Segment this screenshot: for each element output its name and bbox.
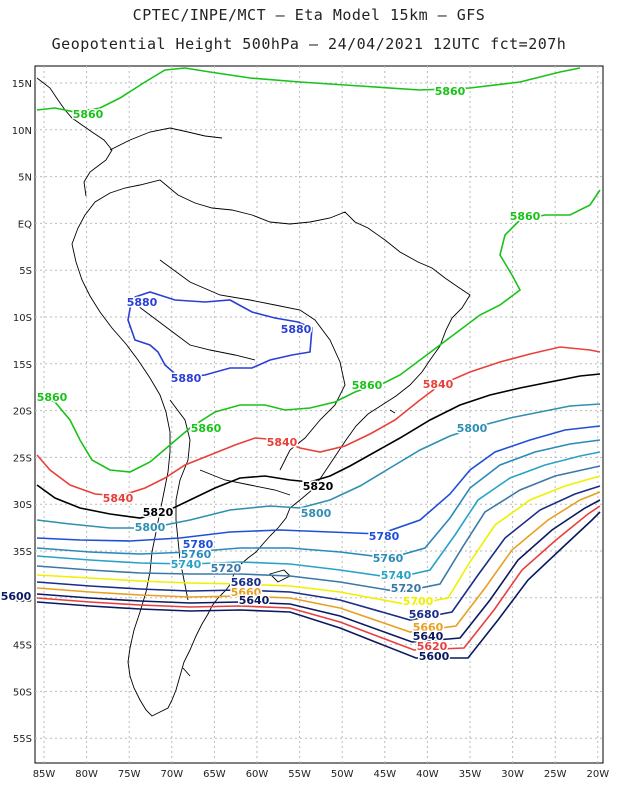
contour-label: 5600 bbox=[1, 590, 32, 603]
contour-label: 5620 bbox=[417, 640, 448, 653]
central-america-coast bbox=[36, 77, 113, 197]
contour-label: 5780 bbox=[369, 530, 400, 543]
contour-label: 5760 bbox=[181, 548, 212, 561]
caribbean-coast bbox=[109, 127, 223, 151]
peru-bolivia-border bbox=[129, 299, 256, 361]
contour-label: 5720 bbox=[211, 562, 242, 575]
contour-label: 5660 bbox=[413, 621, 444, 634]
lon-label: 45W bbox=[373, 769, 396, 780]
lon-label: 25W bbox=[544, 769, 567, 780]
lon-label: 80W bbox=[75, 769, 98, 780]
contour-label: 5600 bbox=[419, 650, 450, 663]
contour-label: 5780 bbox=[183, 538, 214, 551]
lon-label: 30W bbox=[501, 769, 524, 780]
contour-5800 bbox=[36, 403, 601, 529]
lat-label: EQ bbox=[18, 219, 32, 230]
contour-label: 5740 bbox=[171, 558, 202, 571]
contour-label: 5860 bbox=[73, 108, 104, 121]
contour-label: 5880 bbox=[171, 372, 202, 385]
lat-label: 5S bbox=[19, 266, 32, 277]
contour-label: 5640 bbox=[413, 630, 444, 643]
lon-label: 85W bbox=[33, 769, 56, 780]
contour-5720 bbox=[36, 465, 601, 593]
lon-label: 20W bbox=[586, 769, 609, 780]
lat-label: 5N bbox=[18, 173, 32, 184]
lon-label: 35W bbox=[459, 769, 482, 780]
lon-label: 65W bbox=[203, 769, 226, 780]
contour-5740 bbox=[36, 451, 601, 579]
contour-label: 5860 bbox=[510, 210, 541, 223]
lat-label: 10N bbox=[12, 126, 32, 137]
contour-5860-south bbox=[36, 384, 376, 473]
contour-label: 5820 bbox=[303, 480, 334, 493]
grid-lines bbox=[35, 66, 603, 763]
contour-5760 bbox=[36, 439, 601, 559]
brazil-inner-border bbox=[159, 259, 346, 471]
contour-label: 5800 bbox=[301, 507, 332, 520]
lon-label: 55W bbox=[288, 769, 311, 780]
south-america-coast bbox=[71, 179, 471, 717]
lat-label: 15S bbox=[13, 360, 32, 371]
lat-label: 25S bbox=[13, 453, 32, 464]
contour-label: 5880 bbox=[127, 296, 158, 309]
contour-label: 5680 bbox=[231, 576, 262, 589]
contours bbox=[36, 67, 601, 659]
lat-label: 10S bbox=[13, 313, 32, 324]
lat-label: 20S bbox=[13, 407, 32, 418]
andes-border bbox=[169, 399, 191, 601]
latitude-labels: 15N 10N 5N EQ 5S 10S 15S 20S 25S 30S 35S 40S 45S 50S 5… bbox=[12, 79, 32, 745]
lat-label: 15N bbox=[12, 79, 32, 90]
contour-label: 5720 bbox=[391, 582, 422, 595]
map-title-line2: Geopotential Height 500hPa – 24/04/2021 … bbox=[51, 35, 567, 53]
contour-5620 bbox=[36, 505, 601, 651]
contour-label: 5680 bbox=[409, 608, 440, 621]
contour-label: 5860 bbox=[435, 85, 466, 98]
contour-label-group: 5860 5860 5860 5880 5880 5880 5860 5860 5860 5840… bbox=[0, 84, 542, 665]
lat-label: 50S bbox=[13, 687, 32, 698]
lon-label: 50W bbox=[331, 769, 354, 780]
contour-5860-north bbox=[36, 67, 581, 113]
contour-label: 5760 bbox=[373, 552, 404, 565]
lat-label: 55S bbox=[13, 734, 32, 745]
lat-label: 45S bbox=[13, 641, 32, 652]
lon-label: 70W bbox=[160, 769, 183, 780]
contour-label: 5840 bbox=[423, 378, 454, 391]
lon-label: 40W bbox=[416, 769, 439, 780]
contour-5820 bbox=[36, 373, 601, 519]
argentina-border bbox=[199, 469, 291, 496]
contour-label: 5660 bbox=[231, 586, 262, 599]
longitude-labels: 85W 80W 75W 70W 65W 60W 55W 50W 45W 40W 35W 30W 25W 2… bbox=[33, 769, 610, 780]
contour-5640 bbox=[36, 499, 601, 643]
contour-label: 5860 bbox=[352, 379, 383, 392]
lon-label: 75W bbox=[118, 769, 141, 780]
contour-5840 bbox=[36, 346, 601, 497]
contour-label: 5840 bbox=[103, 492, 134, 505]
contour-5700 bbox=[36, 475, 601, 606]
contour-5680 bbox=[36, 485, 601, 621]
contour-label: 5860 bbox=[37, 391, 68, 404]
contour-label: 5860 bbox=[191, 422, 222, 435]
contour-label: 5700 bbox=[403, 595, 434, 608]
contour-label: 5820 bbox=[143, 506, 174, 519]
contour-5780 bbox=[36, 425, 601, 542]
contour-label: 5840 bbox=[267, 436, 298, 449]
lat-label: 35S bbox=[13, 547, 32, 558]
contour-5880-amazon bbox=[127, 291, 313, 379]
contour-5600 bbox=[36, 511, 601, 659]
contour-label: 5640 bbox=[239, 594, 270, 607]
contour-5860-east bbox=[359, 189, 601, 389]
contour-label: 5880 bbox=[281, 323, 312, 336]
map-title-line1: CPTEC/INPE/MCT – Eta Model 15km – GFS bbox=[132, 6, 486, 24]
contour-label: 5740 bbox=[381, 569, 412, 582]
map-frame bbox=[34, 65, 604, 764]
coastlines bbox=[36, 77, 471, 717]
contour-5660 bbox=[36, 491, 601, 633]
lat-label: 40S bbox=[13, 594, 32, 605]
contour-label: 5800 bbox=[457, 422, 488, 435]
lon-label: 60W bbox=[246, 769, 269, 780]
lat-label: 30S bbox=[13, 500, 32, 511]
contour-label: 5800 bbox=[135, 521, 166, 534]
